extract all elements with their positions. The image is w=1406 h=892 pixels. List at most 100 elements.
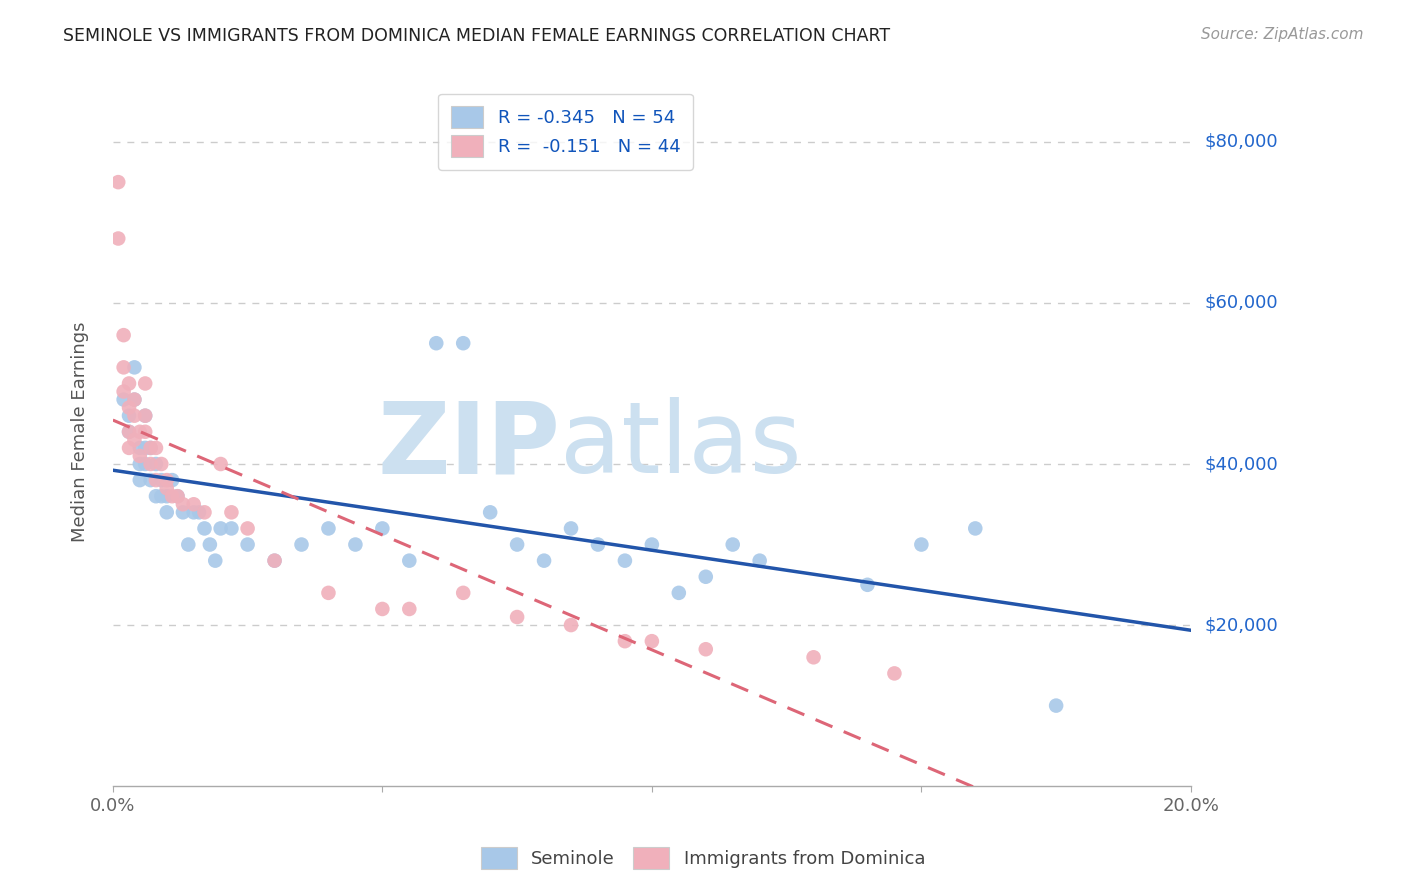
Point (641, 634, 664, 648)
Point (193, 521, 215, 535)
Point (156, 505, 179, 519)
Point (183, 497, 205, 511)
Point (506, 537, 529, 551)
Point (1045, 698, 1067, 713)
Point (112, 392, 135, 407)
Point (134, 425, 156, 439)
Text: atlas: atlas (560, 398, 801, 494)
Point (479, 505, 502, 519)
Point (344, 537, 367, 551)
Point (221, 521, 243, 535)
Point (748, 554, 770, 568)
Point (183, 505, 205, 519)
Point (318, 521, 340, 535)
Point (134, 409, 156, 423)
Point (139, 457, 162, 471)
Point (560, 618, 582, 632)
Point (803, 650, 825, 665)
Text: $40,000: $40,000 (1205, 455, 1278, 473)
Text: Source: ZipAtlas.com: Source: ZipAtlas.com (1201, 27, 1364, 42)
Point (198, 537, 221, 551)
Text: $20,000: $20,000 (1205, 616, 1278, 634)
Point (139, 473, 162, 487)
Point (856, 578, 879, 592)
Point (134, 441, 156, 455)
Text: $60,000: $60,000 (1205, 294, 1278, 312)
Point (118, 376, 141, 391)
Point (398, 554, 420, 568)
Point (883, 666, 905, 681)
Point (318, 586, 340, 600)
Point (107, 231, 129, 245)
Point (695, 570, 717, 584)
Point (910, 537, 932, 551)
Point (236, 537, 259, 551)
Point (965, 521, 987, 535)
Point (156, 489, 179, 503)
Point (209, 521, 232, 535)
Point (172, 497, 194, 511)
Point (124, 433, 146, 447)
Point (221, 505, 243, 519)
Point (118, 425, 141, 439)
Text: SEMINOLE VS IMMIGRANTS FROM DOMINICA MEDIAN FEMALE EARNINGS CORRELATION CHART: SEMINOLE VS IMMIGRANTS FROM DOMINICA MED… (63, 27, 890, 45)
Point (160, 489, 183, 503)
Point (188, 505, 211, 519)
Point (128, 457, 150, 471)
Point (145, 473, 167, 487)
Point (668, 586, 690, 600)
Point (118, 425, 141, 439)
Point (139, 441, 162, 455)
Point (209, 457, 232, 471)
Point (145, 441, 167, 455)
Point (124, 409, 146, 423)
Point (613, 554, 636, 568)
Point (145, 489, 167, 503)
Text: $80,000: $80,000 (1205, 133, 1278, 151)
Point (134, 457, 156, 471)
Point (118, 441, 141, 455)
Point (139, 441, 162, 455)
Point (586, 537, 609, 551)
Point (641, 537, 664, 551)
Point (371, 521, 394, 535)
Point (145, 457, 167, 471)
Point (560, 521, 582, 535)
Point (533, 554, 555, 568)
Point (613, 634, 636, 648)
Point (166, 489, 188, 503)
Legend: Seminole, Immigrants from Dominica: Seminole, Immigrants from Dominica (472, 838, 934, 879)
Point (118, 409, 141, 423)
Point (128, 441, 150, 455)
Point (112, 384, 135, 399)
Point (156, 481, 179, 495)
Point (451, 336, 474, 351)
Point (236, 521, 259, 535)
Point (398, 602, 420, 616)
Point (506, 610, 529, 624)
Point (156, 473, 179, 487)
Point (177, 537, 200, 551)
Y-axis label: Median Female Earnings: Median Female Earnings (72, 321, 89, 542)
Point (134, 376, 156, 391)
Point (134, 409, 156, 423)
Point (124, 392, 146, 407)
Point (150, 473, 173, 487)
Text: ZIP: ZIP (377, 398, 560, 494)
Point (128, 425, 150, 439)
Point (118, 401, 141, 415)
Point (112, 360, 135, 375)
Point (263, 554, 285, 568)
Point (150, 489, 173, 503)
Point (695, 642, 717, 657)
Point (290, 537, 312, 551)
Point (124, 392, 146, 407)
Point (193, 505, 215, 519)
Point (204, 554, 226, 568)
Point (721, 537, 744, 551)
Point (451, 586, 474, 600)
Point (128, 473, 150, 487)
Point (107, 175, 129, 189)
Point (112, 328, 135, 343)
Point (124, 360, 146, 375)
